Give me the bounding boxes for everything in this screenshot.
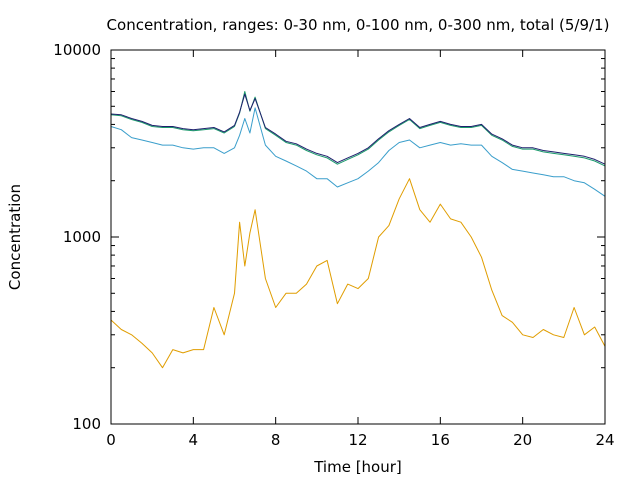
x-tick-label: 4: [189, 431, 199, 449]
y-axis-label: Concentration: [6, 184, 24, 290]
series-line-1: [110, 178, 606, 369]
x-axis-label: Time [hour]: [313, 458, 402, 476]
y-tick-label: 1000: [63, 228, 101, 246]
tick-layer: 0 4 8 12 16 20 24 100 1000 10000: [53, 41, 614, 449]
y-tick-label: 10000: [53, 41, 101, 59]
series-layer: [110, 91, 606, 369]
x-tick-label: 12: [348, 431, 367, 449]
x-tick-label: 0: [106, 431, 116, 449]
chart-title: Concentration, ranges: 0-30 nm, 0-100 nm…: [107, 16, 610, 34]
plot-frame: [110, 49, 606, 425]
x-tick-label: 16: [431, 431, 450, 449]
y-tick-label: 100: [72, 415, 101, 433]
series-line-3: [110, 91, 606, 167]
x-tick-label: 20: [513, 431, 532, 449]
series-line-2: [110, 107, 606, 197]
series-line-4: [110, 93, 606, 165]
x-tick-label: 24: [595, 431, 614, 449]
x-tick-label: 8: [271, 431, 281, 449]
